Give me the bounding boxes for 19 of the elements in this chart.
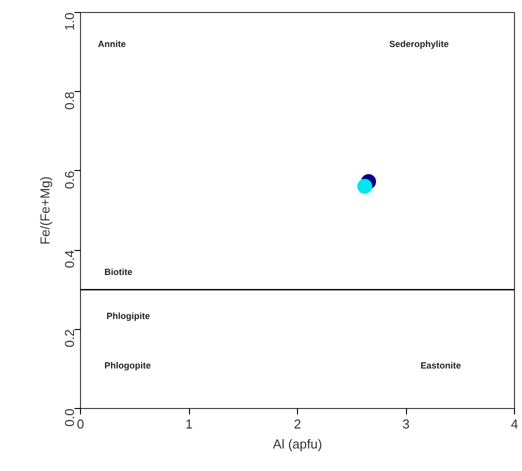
annotation: Sederophylite [389,39,449,50]
x-axis-title: Al (apfu) [272,436,322,452]
annotation: Biotite [104,266,132,277]
annotation: Eastonite [420,360,461,370]
x-tick-label: 3 [402,416,410,432]
y-tick-label: 0.2 [62,329,77,348]
x-tick-label: 4 [510,416,518,432]
y-axis-title: Fe/(Fe+Mg) [38,176,52,245]
x-tick-label: 1 [185,416,193,432]
x-tick-label: 2 [294,416,302,432]
y-tick-label: 1.0 [62,12,77,31]
y-tick-label: 0.4 [62,250,77,268]
annotation: Phlogipite [106,311,150,322]
y-tick-label: 0.6 [62,170,77,189]
y-tick-label: 0.8 [62,92,77,110]
annotation: Annite [98,39,126,50]
x-tick-label: 0 [76,416,84,432]
y-tick-label: 0.0 [62,408,77,427]
annotation: Phlogopite [104,360,151,370]
